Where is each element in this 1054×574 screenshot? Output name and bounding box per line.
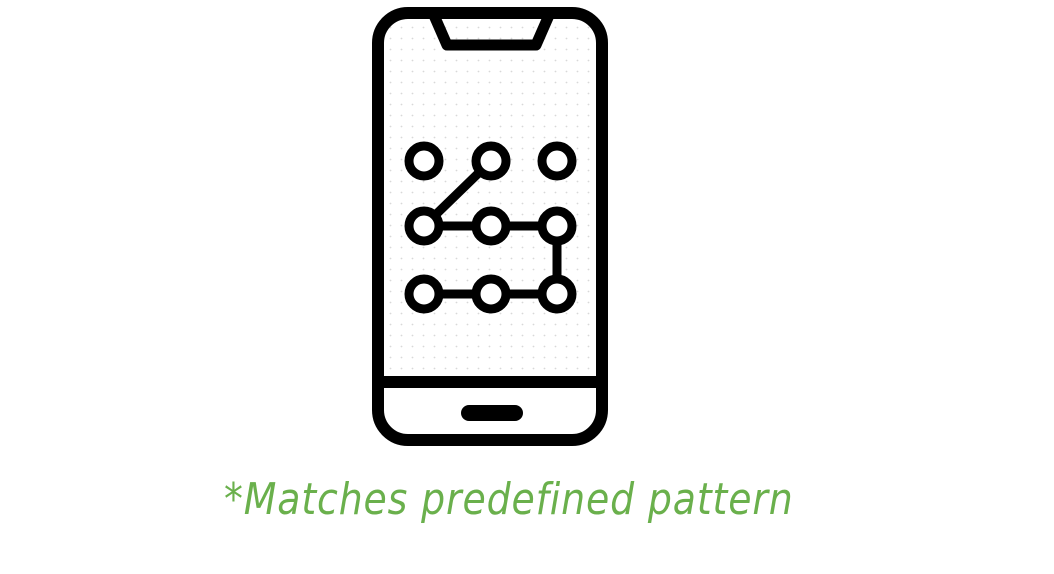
pattern-node (537, 141, 577, 181)
pattern-node (537, 274, 577, 314)
caption-matches-predefined-pattern: *Matches predefined pattern (224, 474, 794, 525)
phone-body (372, 7, 608, 446)
pattern-node (537, 206, 577, 246)
pattern-nodes (404, 141, 577, 314)
screen-dot-grid (386, 20, 596, 375)
pattern-node (471, 141, 511, 181)
pattern-node (471, 206, 511, 246)
pattern-node (471, 274, 511, 314)
phone-notch (427, 10, 556, 51)
home-button-icon (461, 405, 523, 421)
pattern-node (404, 206, 444, 246)
pattern-node (404, 274, 444, 314)
pattern-node (404, 141, 444, 181)
